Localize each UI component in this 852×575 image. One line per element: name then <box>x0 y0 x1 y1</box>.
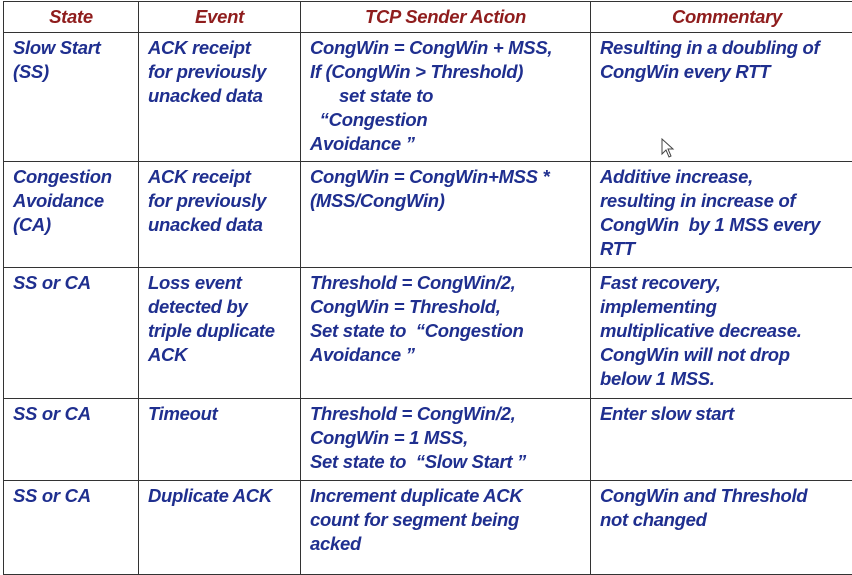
table-row: SS or CA Loss event detected by triple d… <box>4 268 852 399</box>
action-cell: Threshold = CongWin/2, CongWin = Thresho… <box>301 268 591 399</box>
action-cell: Threshold = CongWin/2, CongWin = 1 MSS, … <box>301 399 591 481</box>
state-cell: Congestion Avoidance (CA) <box>4 162 139 268</box>
header-event: Event <box>139 2 301 33</box>
header-row: State Event TCP Sender Action Commentary <box>4 2 852 33</box>
state-cell: SS or CA <box>4 399 139 481</box>
event-cell: ACK receipt for previously unacked data <box>139 33 301 162</box>
event-cell: Loss event detected by triple duplicate … <box>139 268 301 399</box>
header-commentary: Commentary <box>591 2 852 33</box>
action-cell: CongWin = CongWin+MSS * (MSS/CongWin) <box>301 162 591 268</box>
state-cell: SS or CA <box>4 268 139 399</box>
state-cell: Slow Start (SS) <box>4 33 139 162</box>
commentary-cell: Additive increase, resulting in increase… <box>591 162 852 268</box>
table-row: SS or CA Timeout Threshold = CongWin/2, … <box>4 399 852 481</box>
event-cell: Duplicate ACK <box>139 481 301 575</box>
commentary-cell: Resulting in a doubling of CongWin every… <box>591 33 852 162</box>
commentary-cell: Fast recovery, implementing multiplicati… <box>591 268 852 399</box>
commentary-cell: Enter slow start <box>591 399 852 481</box>
table-row: SS or CA Duplicate ACK Increment duplica… <box>4 481 852 575</box>
table-row: Congestion Avoidance (CA) ACK receipt fo… <box>4 162 852 268</box>
state-cell: SS or CA <box>4 481 139 575</box>
event-cell: ACK receipt for previously unacked data <box>139 162 301 268</box>
action-cell: Increment duplicate ACK count for segmen… <box>301 481 591 575</box>
event-cell: Timeout <box>139 399 301 481</box>
commentary-cell: CongWin and Threshold not changed <box>591 481 852 575</box>
header-state: State <box>4 2 139 33</box>
mouse-pointer-icon <box>661 138 675 158</box>
action-cell: CongWin = CongWin + MSS, If (CongWin > T… <box>301 33 591 162</box>
header-action: TCP Sender Action <box>301 2 591 33</box>
table-row: Slow Start (SS) ACK receipt for previous… <box>4 33 852 162</box>
tcp-congestion-control-table: State Event TCP Sender Action Commentary… <box>3 1 852 575</box>
